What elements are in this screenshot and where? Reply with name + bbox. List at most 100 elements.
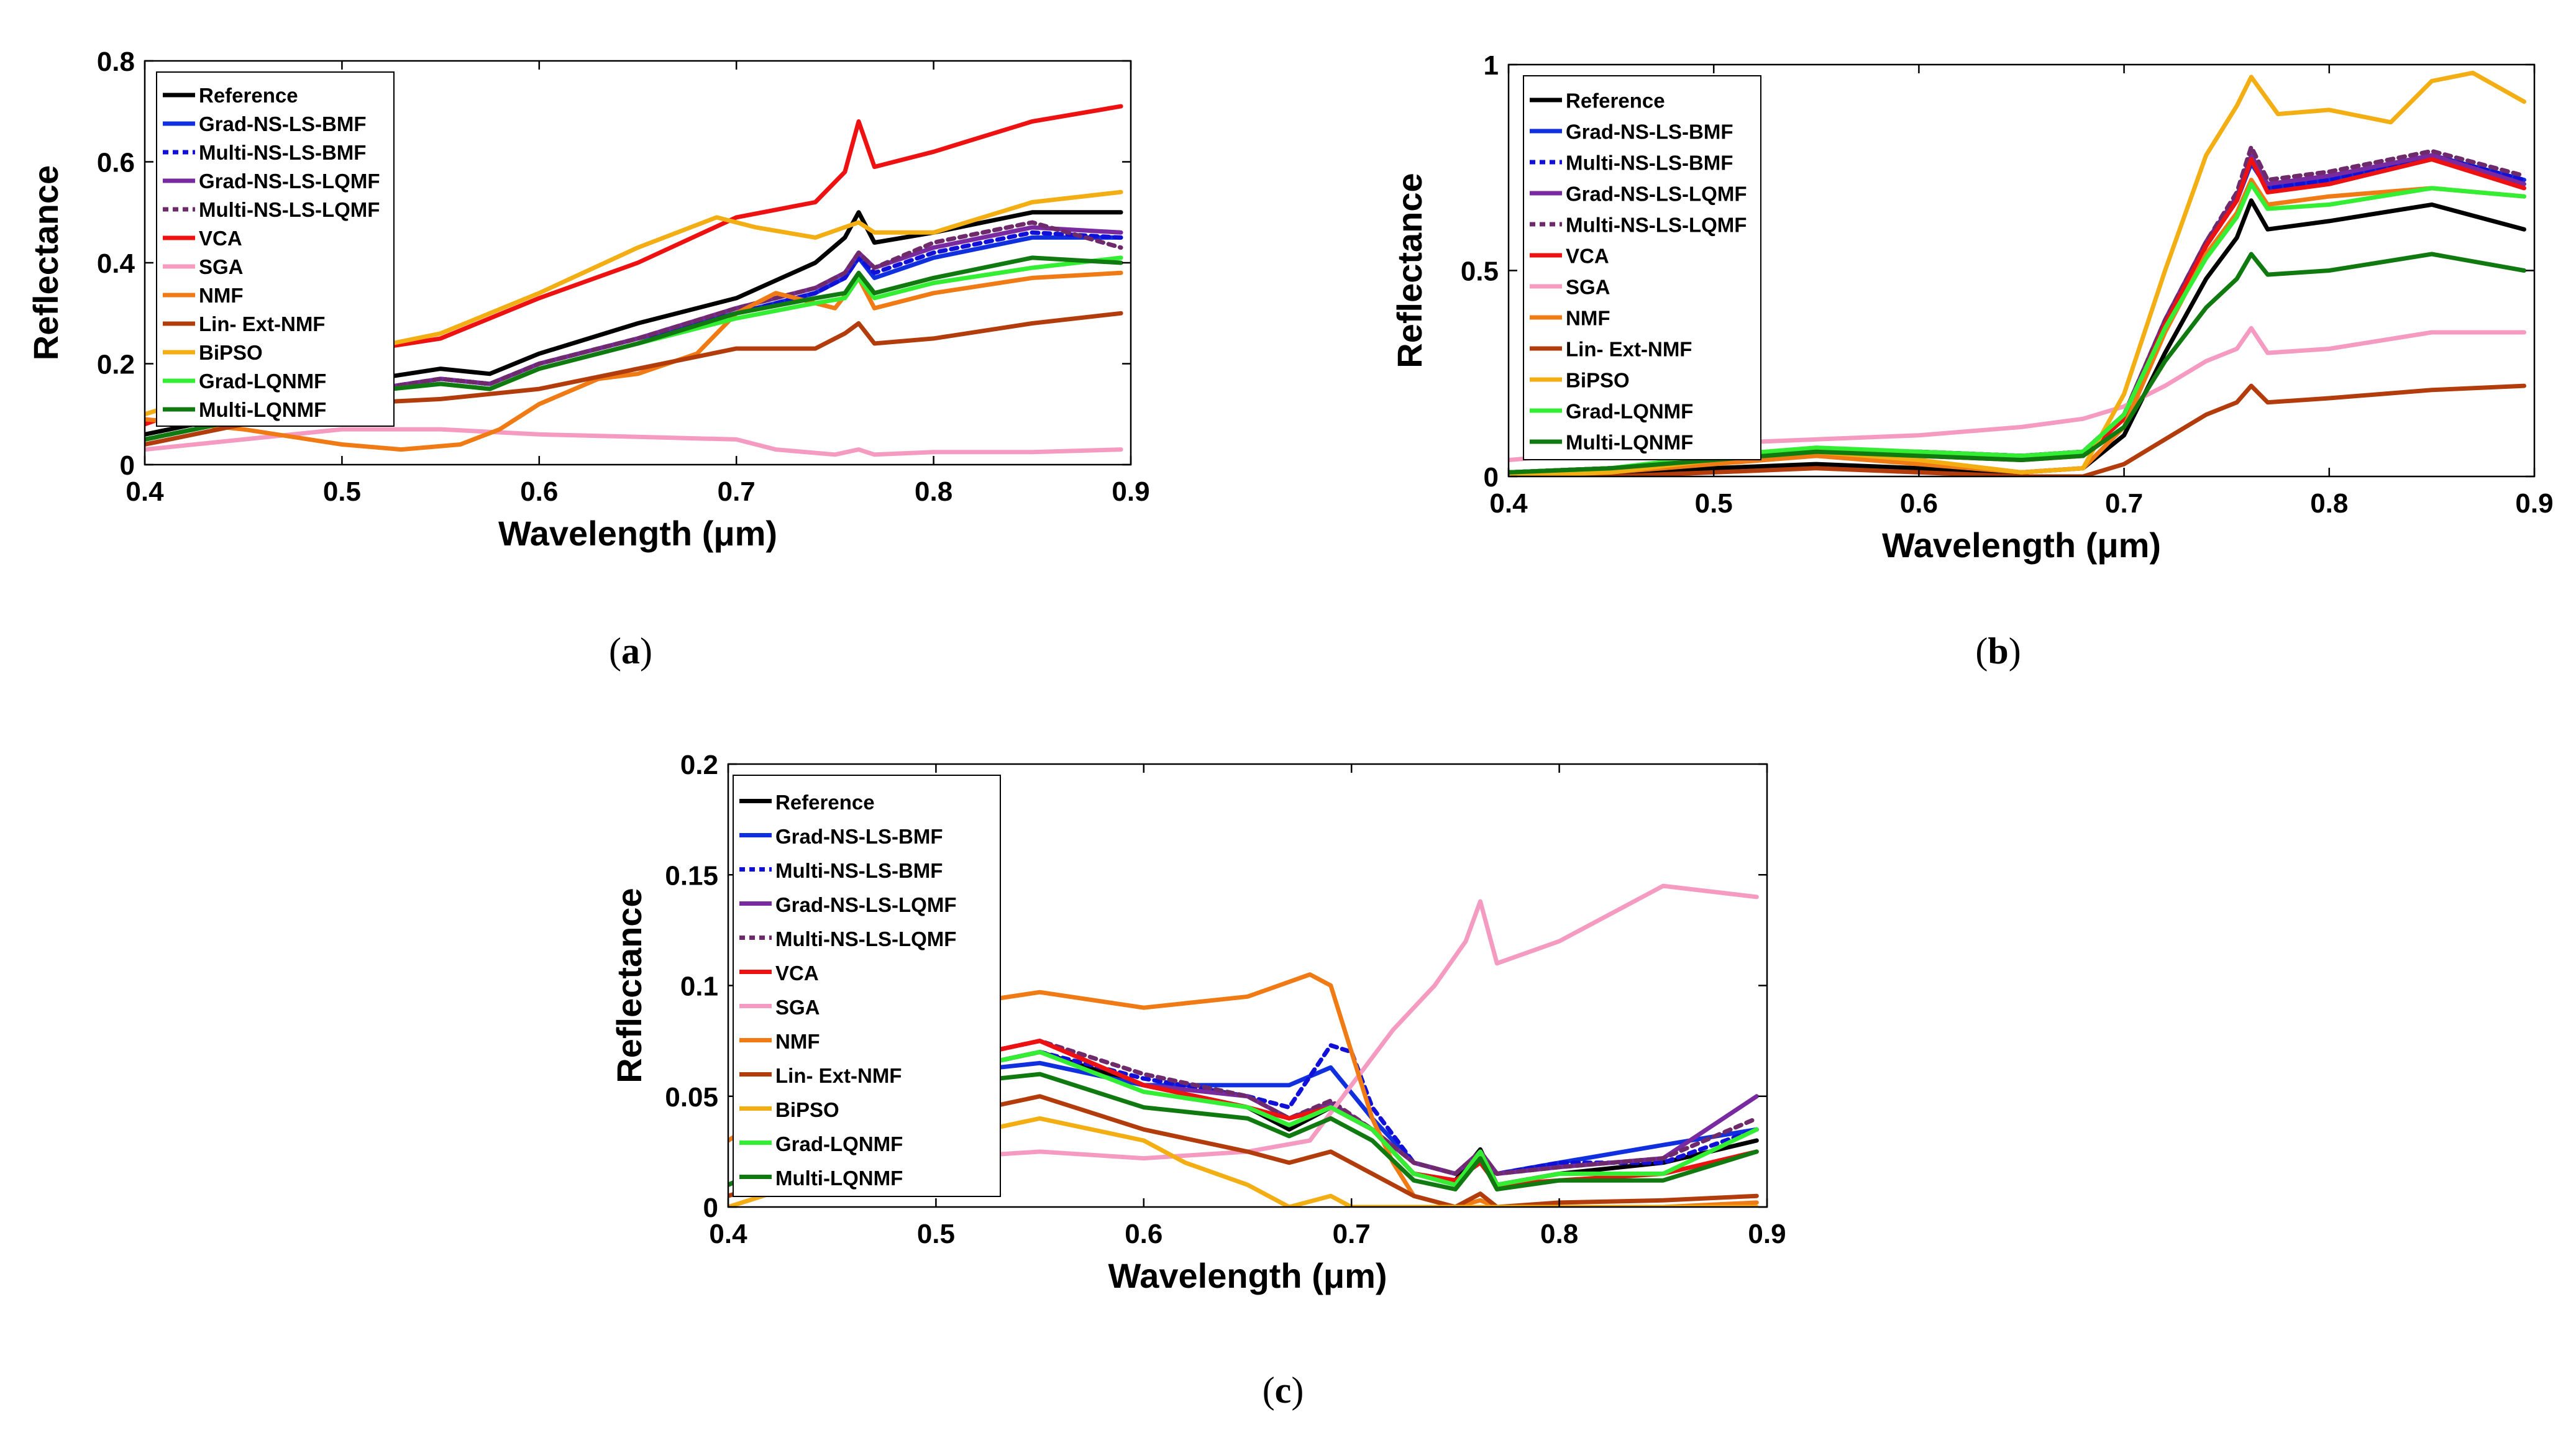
legend-label: Multi-LQNMF [775,1167,903,1190]
legend-label: VCA [199,227,242,250]
y-tick-label: 1 [1484,50,1499,81]
legend-label: Grad-NS-LS-BMF [1566,121,1733,143]
legend-label: VCA [775,962,819,985]
chart-b: 0.4 0.5 0.6 0.7 0.8 0.9 0 0.5 1 Wavelength (μm) Re… [1390,50,2554,672]
legend-label: SGA [199,255,244,278]
series-line-nmf [1509,178,2526,476]
chart-c: 0.4 0.5 0.6 0.7 0.8 0.9 0 0.05 0.1 0.15 0.2 Wavelen… [610,750,1786,1411]
legend-label: Grad-NS-LS-BMF [775,825,943,848]
x-tick-label: 0.5 [1695,488,1733,519]
legend-label: Lin- Ext-NMF [199,312,325,335]
legend-label: NMF [1566,307,1610,330]
x-axis-label: Wavelength (μm) [1108,1256,1387,1295]
x-tick-label: 0.9 [1748,1219,1786,1249]
y-tick-label: 0 [1484,462,1499,493]
series-line-multi-lqnmf [1509,252,2526,475]
legend-label: Grad-NS-LS-LQMF [1566,183,1747,206]
x-tick-label: 0.7 [2105,488,2143,519]
x-tick-label: 0.5 [917,1219,955,1249]
x-tick-label: 0.4 [1489,488,1528,519]
legend-label: Reference [199,84,298,107]
legend-label: Grad-LQNMF [199,370,326,393]
caption-letter: c [1275,1370,1292,1411]
y-tick-label: 0.2 [97,350,135,380]
caption-letter: a [621,631,640,672]
legend-label: SGA [775,996,820,1019]
legend: Reference Grad-NS-LS-BMF Multi-NS-LS-BMF Gr… [156,71,395,427]
legend-label: Multi-NS-LS-LQMF [775,927,956,950]
x-tick-label: 0.6 [1125,1219,1162,1249]
y-tick-label: 0 [120,450,135,481]
caption: (b) [1975,631,2021,672]
legend-box [1523,75,1761,460]
legend-label: Multi-NS-LS-BMF [1566,152,1733,175]
legend-label: Multi-NS-LS-BMF [199,141,366,164]
legend-label: Lin- Ext-NMF [1566,338,1692,361]
legend-label: Reference [1566,89,1665,112]
x-tick-label: 0.9 [1112,476,1149,507]
legend-label: Grad-NS-LS-LQMF [775,893,956,916]
series-line-multi-ns-ls-lqmf [1509,145,2526,475]
series-group [1509,70,2526,476]
series-line-lin-ext-nmf [1509,383,2526,476]
caption-open: ( [1975,631,1988,672]
legend-box [156,71,395,427]
y-tick-label: 0.05 [665,1082,718,1113]
caption: (a) [609,631,652,672]
x-tick-label: 0.5 [323,476,361,507]
legend-label: Grad-LQNMF [1566,400,1693,423]
legend-label: Lin- Ext-NMF [775,1064,902,1087]
series-line-nmf [728,972,1759,1207]
legend: Reference Grad-NS-LS-BMF Multi-NS-LS-BMF Gr… [1523,75,1761,460]
y-tick-label: 0.2 [680,750,718,780]
legend-label: Multi-LQNMF [1566,431,1693,454]
legend-label: BiPSO [775,1098,839,1121]
legend-label: Multi-NS-LS-LQMF [199,198,380,221]
caption-open: ( [609,631,621,672]
x-tick-label: 0.4 [126,476,164,507]
caption-open: ( [1263,1370,1275,1411]
caption-letter: b [1988,631,2008,672]
legend-label: Reference [775,791,875,814]
y-axis-label: Reflectance [26,165,65,360]
y-tick-label: 0.8 [97,47,135,77]
x-tick-label: 0.8 [915,476,952,507]
x-tick-label: 0.7 [718,476,756,507]
legend-box [733,775,1001,1197]
caption: (c) [1263,1370,1304,1411]
legend-label: BiPSO [199,341,263,364]
legend-label: Multi-LQNMF [199,398,326,421]
y-axis-label: Reflectance [1390,173,1429,368]
legend-label: BiPSO [1566,369,1630,392]
legend: Reference Grad-NS-LS-BMF Multi-NS-LS-BMF Gr… [733,775,1001,1197]
y-tick-label: 0.5 [1461,257,1499,287]
x-tick-label: 0.6 [520,476,558,507]
legend-label: NMF [199,284,243,307]
chart-a: 0.4 0.5 0.6 0.7 0.8 0.9 0 0.2 0.4 0.6 0.8 Wavelengt… [26,47,1150,672]
legend-label: Multi-NS-LS-LQMF [1566,214,1747,237]
legend-label: Grad-NS-LS-LQMF [199,170,380,193]
x-tick-label: 0.8 [2310,488,2348,519]
legend-label: Grad-LQNMF [775,1132,903,1155]
y-tick-label: 0.6 [97,148,135,178]
x-axis-label: Wavelength (μm) [1882,526,2161,565]
legend-label: Multi-NS-LS-BMF [775,859,943,882]
y-tick-label: 0 [703,1193,718,1223]
caption-close: ) [2009,631,2021,672]
x-tick-label: 0.9 [2515,488,2553,519]
series-line-grad-lqnmf [1509,181,2526,475]
series-line-sga [145,427,1123,457]
x-tick-label: 0.4 [709,1219,747,1249]
y-tick-label: 0.4 [97,248,135,279]
x-tick-label: 0.8 [1540,1219,1578,1249]
y-tick-label: 0.1 [680,972,718,1002]
x-axis-label: Wavelength (μm) [498,514,777,553]
legend-label: SGA [1566,276,1610,299]
x-tick-label: 0.6 [1900,488,1938,519]
x-tick-label: 0.7 [1333,1219,1371,1249]
legend-label: NMF [775,1030,820,1053]
caption-close: ) [640,631,652,672]
legend-label: VCA [1566,245,1609,268]
y-axis-label: Reflectance [610,888,649,1083]
